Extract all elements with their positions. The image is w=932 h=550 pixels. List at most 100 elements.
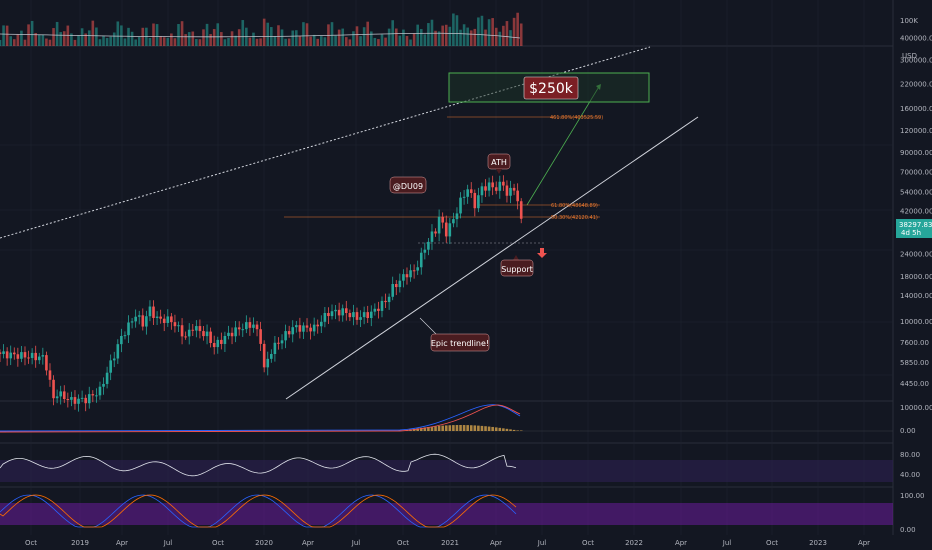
date-tick-label: Apr [302,539,314,547]
countdown: 4d 5h [901,229,921,237]
volume-bar [323,37,327,46]
volume-bar [384,37,387,46]
volume-bar [352,31,355,46]
candle-body [9,352,13,359]
candle-body [55,396,59,399]
volume-bar [444,24,448,46]
macd-histogram-bar [473,425,477,431]
candle-body [316,324,320,327]
macd-histogram-bar [494,427,498,431]
macd-histogram-bar [487,426,491,431]
volume-bar [102,35,105,46]
candle-body [341,308,345,316]
candle-body [120,335,123,345]
indicator-tick-label: 100.00 [900,492,925,500]
macd-histogram-bar [430,426,434,431]
rsi-band [0,460,893,482]
candle-body [155,316,159,318]
volume-bar [220,32,223,46]
candle-body [198,326,202,332]
volume-bar [298,36,302,46]
date-tick-label: Apr [858,539,870,547]
macd-histogram-bar [419,427,423,431]
candle-body [273,342,277,354]
candle-body [494,187,498,191]
candle-body [62,391,66,400]
volume-bar [234,35,237,46]
candle-body [394,283,398,288]
volume-bar [330,22,334,46]
price-tick-label: 7600.00 [900,339,929,347]
volume-bar [198,39,202,46]
price-tick-label: 160000.00 [900,105,932,113]
volume-bar [155,24,159,46]
volume-bar [55,21,59,46]
candle-body [255,324,259,330]
volume-bar [452,13,455,46]
volume-bar [202,29,205,46]
fib-label: 461.80%(403525.59) [550,115,603,121]
volume-bar [127,27,130,46]
macd-histogram-bar [444,425,448,431]
candle-body [502,181,505,186]
date-tick-label: 2022 [625,539,643,547]
volume-bar [191,31,195,46]
candle-body [37,356,41,361]
candle-body [95,395,98,397]
price-tick-label: 70000.00 [900,168,932,176]
volume-bar [112,32,116,46]
volume-bar [516,12,519,47]
date-tick-label: Oct [582,539,594,547]
price-tick-label: 42000.00 [900,208,932,216]
volume-bar [209,34,212,46]
volume-bar [27,24,30,46]
volume-bar [166,37,170,46]
candle-body [237,327,241,330]
volume-bar [398,35,402,46]
volume-bar [159,36,162,46]
volume-bar [59,32,62,46]
volume-bar [337,29,341,46]
candle-body [377,308,380,311]
volume-bar [0,40,2,46]
price-tick-label: 120000.00 [900,127,932,135]
candle-body [309,327,312,332]
candle-body [423,249,427,253]
price-tick-label: 5850.00 [900,359,929,367]
volume-bar [255,38,259,46]
volume-bar [237,29,241,46]
candle-body [187,329,191,337]
volume-bar [5,25,9,46]
candle-body [373,308,377,312]
macd-histogram-bar [505,428,509,431]
candle-body [280,340,284,344]
volume-bar [477,17,480,46]
volume-bar [180,21,184,46]
date-tick-label: Jul [537,539,547,547]
date-tick-label: Jul [722,539,732,547]
macd-histogram-bar [519,430,523,431]
candle-body [473,192,477,209]
candle-body [59,391,62,397]
candle-body [0,352,2,354]
volume-bar [141,27,145,46]
price-tick-label: 90000.00 [900,149,932,157]
candle-body [277,342,280,344]
candle-body [134,316,137,322]
volume-bar [227,37,230,46]
volume-bar [137,37,141,46]
down-arrow-icon [537,248,547,258]
candle-body [127,322,130,336]
volume-bar [241,20,245,46]
macd-histogram-bar [477,425,480,431]
volume-bar [305,23,309,46]
candle-body [455,213,459,220]
candle-body [12,352,16,355]
candle-body [291,327,295,335]
volume-bar [391,20,394,46]
candle-body [205,331,209,337]
macd-histogram-bar [512,429,516,431]
candle-body [209,331,212,344]
ath-label: ATH [491,158,507,167]
